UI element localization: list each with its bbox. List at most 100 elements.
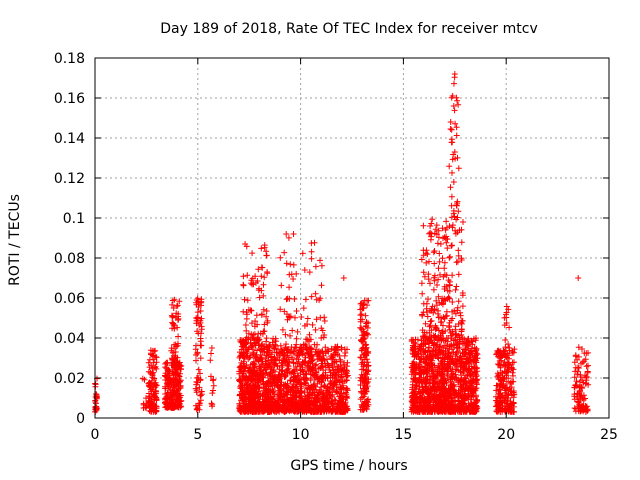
data-point (252, 318, 259, 325)
data-point (325, 362, 332, 369)
data-point (420, 309, 427, 316)
data-point (282, 344, 289, 351)
data-point (266, 393, 272, 400)
data-point (436, 379, 443, 386)
data-point (244, 382, 251, 389)
data-point (438, 398, 445, 405)
data-point (312, 263, 319, 270)
data-point (425, 296, 431, 303)
data-point (431, 272, 438, 279)
data-point (163, 380, 170, 387)
data-point (461, 393, 468, 400)
data-point (174, 324, 181, 331)
data-point (457, 368, 464, 375)
data-point (260, 387, 267, 394)
data-point (253, 392, 260, 399)
data-point (449, 139, 456, 146)
data-point (505, 341, 512, 348)
data-point (247, 370, 254, 377)
data-point (197, 377, 204, 384)
data-point (146, 364, 153, 371)
data-point (252, 408, 259, 415)
data-point (420, 222, 427, 229)
data-point (507, 387, 514, 394)
data-point (447, 119, 454, 125)
data-point (339, 393, 346, 400)
data-point (577, 387, 584, 394)
data-point (293, 270, 300, 277)
data-point (286, 284, 293, 291)
data-point (363, 367, 370, 374)
data-point (302, 375, 309, 382)
data-point (287, 332, 293, 339)
data-point (337, 374, 344, 380)
data-point (244, 272, 251, 279)
data-point (208, 350, 214, 357)
data-point (429, 216, 436, 223)
data-point (293, 341, 300, 348)
data-point (208, 400, 215, 407)
data-point (503, 372, 510, 379)
data-point (431, 334, 437, 341)
data-point (575, 399, 582, 406)
data-point (175, 340, 181, 347)
data-point (457, 377, 464, 384)
data-point (299, 366, 306, 373)
data-point (409, 342, 416, 349)
data-point (320, 352, 327, 359)
data-point (420, 407, 427, 414)
data-point (576, 384, 583, 391)
data-point (359, 394, 366, 401)
data-point (250, 334, 257, 341)
data-point (435, 385, 442, 392)
data-point (358, 311, 365, 318)
data-point (336, 379, 343, 385)
data-point (433, 403, 440, 410)
data-point (454, 198, 461, 205)
data-point (306, 269, 313, 276)
data-point (579, 346, 585, 352)
data-point (461, 360, 468, 367)
data-point (418, 347, 425, 354)
data-point (506, 324, 513, 331)
y-tick-label: 0.16 (54, 91, 85, 107)
data-point (496, 361, 503, 368)
data-point (460, 382, 467, 389)
data-point (294, 360, 301, 367)
data-point (421, 273, 428, 280)
data-point (261, 402, 268, 409)
data-point (447, 376, 454, 383)
data-point (501, 359, 508, 365)
data-point (438, 394, 444, 401)
data-point (242, 394, 248, 401)
data-point (421, 349, 428, 355)
data-point (338, 365, 345, 372)
data-point (418, 369, 425, 376)
data-point (301, 403, 308, 409)
data-point (459, 349, 466, 356)
data-point (302, 379, 308, 386)
data-point (451, 149, 458, 155)
data-point (153, 394, 160, 401)
data-point (195, 366, 202, 373)
axis-ticks: 0 0.02 0.04 0.06 0.08 0.1 0.12 0.14 0.16 0.18 0 5 10… (54, 51, 618, 443)
data-point (171, 352, 178, 359)
data-point (449, 272, 456, 279)
x-tick-label: 10 (292, 427, 310, 443)
data-point (236, 402, 243, 409)
data-point (427, 385, 434, 392)
data-point (440, 402, 447, 409)
data-point (413, 382, 420, 389)
data-point (281, 353, 288, 359)
data-point (339, 402, 346, 409)
data-point (583, 363, 590, 370)
data-point (259, 311, 265, 318)
data-point (459, 335, 466, 341)
data-point (428, 406, 435, 412)
data-point (307, 368, 314, 375)
data-point (320, 334, 327, 341)
data-point (151, 381, 158, 388)
data-point (574, 398, 581, 405)
data-point (362, 312, 369, 319)
data-point (170, 305, 177, 311)
